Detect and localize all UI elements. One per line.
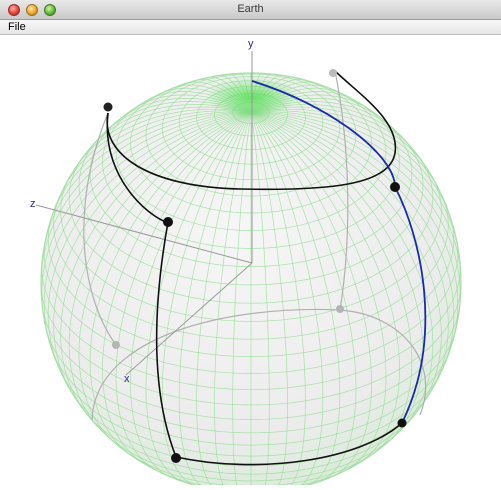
grid-line [68, 111, 252, 431]
grid-line [115, 85, 251, 231]
grid-line [145, 111, 252, 482]
grid-line [250, 196, 449, 340]
grid-line [50, 110, 252, 219]
grid-line [250, 263, 461, 391]
grid-line [41, 111, 251, 279]
grid-line [115, 111, 252, 472]
globe-3d-viewport[interactable]: y z x [0, 35, 501, 490]
grid-line [78, 111, 252, 443]
grid-line [250, 110, 452, 219]
grid-line [250, 108, 441, 193]
vertex-marker[interactable] [390, 182, 400, 192]
grid-line [251, 329, 457, 434]
grid-line [250, 111, 424, 443]
vertex-marker[interactable] [329, 69, 337, 77]
z-axis-line [35, 204, 253, 264]
grid-line [130, 111, 252, 478]
window-title: Earth [237, 3, 264, 15]
grid-line [251, 111, 461, 284]
grid-line [89, 111, 252, 454]
title-bar: Earth [0, 0, 501, 20]
grid-line [250, 111, 400, 464]
grid-line [232, 112, 252, 490]
vertex-marker[interactable] [163, 217, 173, 227]
lower-latitude-curve [175, 422, 403, 466]
grid-line [250, 111, 387, 472]
grid-line [250, 111, 461, 312]
vertex-marker[interactable] [397, 418, 407, 428]
grid-line [61, 108, 252, 193]
grid-line [250, 111, 459, 344]
grid-line [214, 111, 252, 490]
close-window-button[interactable] [8, 4, 20, 16]
grid-line [87, 414, 251, 475]
grid-line [250, 111, 459, 251]
grid-line [102, 101, 251, 249]
x-axis-label: x [124, 373, 130, 385]
globe-outline [40, 72, 462, 490]
grid-line [250, 111, 306, 490]
file-menu[interactable]: File [8, 21, 26, 33]
grid-line [41, 263, 252, 391]
grid-line [250, 111, 288, 490]
vertex-marker[interactable] [103, 102, 113, 112]
grid-line [251, 85, 387, 231]
grid-line [60, 372, 252, 457]
grid-line [53, 196, 252, 340]
grid-line [251, 137, 424, 286]
grid-line [43, 111, 252, 344]
left-arc [106, 112, 169, 223]
grid-line [251, 306, 461, 420]
grid-line [250, 111, 357, 482]
back-meridian-right [334, 70, 349, 311]
grid-line [41, 306, 251, 420]
grid-line [78, 137, 251, 286]
minimize-window-button[interactable] [26, 4, 38, 16]
front-meridian-left [155, 221, 177, 458]
grid-line [43, 111, 252, 251]
grid-line [250, 111, 341, 486]
x-axis-line [125, 262, 253, 376]
zoom-window-button[interactable] [44, 4, 56, 16]
upper-latitude-loop [106, 70, 397, 191]
grid-line [178, 111, 252, 489]
z-axis-label: z [30, 198, 36, 210]
grid-line [250, 111, 449, 395]
grid-line [250, 111, 455, 370]
grid-line [102, 111, 252, 464]
vertex-markers [103, 69, 407, 463]
coordinate-axes [35, 51, 253, 376]
grid-line [196, 111, 252, 490]
vertex-marker[interactable] [336, 305, 344, 313]
grid-line [45, 329, 251, 434]
grid-line [47, 111, 252, 370]
vertex-marker[interactable] [112, 341, 120, 349]
grid-line [60, 111, 252, 414]
globe-scene: y z x [30, 38, 462, 490]
visible-curves [106, 70, 403, 466]
y-axis-label: y [248, 38, 254, 50]
grid-line [250, 111, 434, 431]
menu-bar: File [0, 20, 501, 35]
back-meridian-left [83, 112, 117, 346]
grid-line [251, 414, 415, 475]
grid-line [250, 111, 413, 454]
grid-line [250, 112, 270, 490]
vertex-marker[interactable] [171, 453, 181, 463]
grid-line [250, 111, 324, 489]
grid-line [251, 101, 400, 249]
grid-line [41, 111, 252, 312]
grid-line [250, 111, 372, 478]
grid-line [41, 287, 252, 406]
